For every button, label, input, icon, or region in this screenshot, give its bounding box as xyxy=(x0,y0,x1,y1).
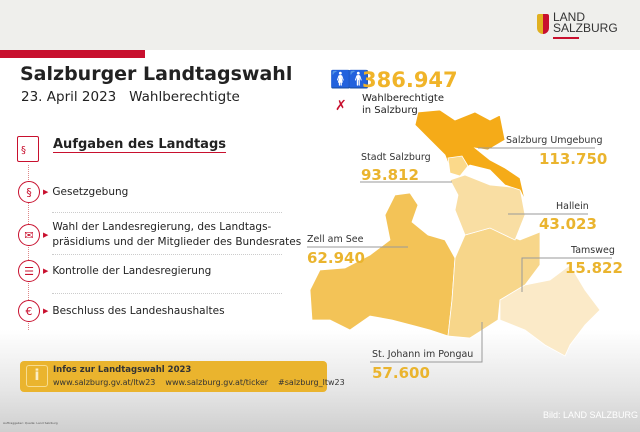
coat-of-arms-icon xyxy=(537,14,549,34)
arrow-icon: ▶ xyxy=(43,267,49,275)
land-salzburg-logo: LAND SALZBURG xyxy=(537,10,618,39)
task-label: Gesetzgebung xyxy=(52,186,129,198)
total-label-line1: Wahlberechtigte xyxy=(362,93,444,104)
label-zell-am-see: Zell am See xyxy=(307,234,364,245)
leader-line xyxy=(521,257,612,292)
total-voters: 386.947 xyxy=(362,68,458,92)
arrow-icon: ▶ xyxy=(43,307,49,315)
task-item: § ▶ Gesetzgebung xyxy=(18,181,128,203)
value-zell-am-see: 62.940 xyxy=(307,249,365,267)
value-st-johann: 57.600 xyxy=(372,364,430,382)
total-label-line2: in Salzburg xyxy=(362,105,418,116)
paragraph-icon: § xyxy=(18,181,40,203)
euro-icon: € xyxy=(18,300,40,322)
header-bar xyxy=(0,0,640,50)
arrow-icon: ▶ xyxy=(43,188,49,196)
label-hallein: Hallein xyxy=(556,201,589,212)
task-label: Kontrolle der Landesregierung xyxy=(52,265,212,277)
arrow-icon: ▶ xyxy=(43,231,49,239)
task-item: ☰ ▶ Kontrolle der Landesregierung xyxy=(18,260,211,282)
value-tamsweg: 15.822 xyxy=(565,259,623,277)
divider xyxy=(52,293,282,294)
label-stadt-salzburg: Stadt Salzburg xyxy=(361,152,431,163)
timeline-line xyxy=(28,165,29,330)
source-note: Auftraggeber: Quelle: Land Salzburg xyxy=(3,421,58,425)
info-box: i Infos zur Landtagswahl 2023 www.salzbu… xyxy=(20,361,345,392)
district-stadt-salzburg[interactable] xyxy=(447,155,469,177)
red-accent-bar xyxy=(0,50,145,58)
ballot-box-icon: ✉ xyxy=(18,224,40,246)
page-title: Salzburger Landtagswahl xyxy=(20,63,293,85)
label-salzburg-umgebung: Salzburg Umgebung xyxy=(506,135,603,146)
link-ticker[interactable]: www.salzburg.gv.at/ticker xyxy=(165,378,269,387)
value-hallein: 43.023 xyxy=(539,215,597,233)
ballot-cross-icon: ✗ xyxy=(335,98,347,114)
logo-line2: SALZBURG xyxy=(553,21,618,35)
divider xyxy=(52,212,282,213)
task-label: Wahl der Landesregierung, des Landtags- xyxy=(52,221,272,233)
info-icon: i xyxy=(26,365,48,387)
task-label-line2: präsidiums und der Mitglieder des Bundes… xyxy=(52,236,302,248)
leader-line xyxy=(370,322,483,363)
task-item: ✉ ▶ Wahl der Landesregierung, des Landtags… xyxy=(18,220,301,250)
value-stadt-salzburg: 93.812 xyxy=(361,166,419,184)
district-salzburg-umgebung[interactable] xyxy=(414,109,526,201)
logo-line1: LAND xyxy=(553,10,586,24)
people-icon: 🚺🚹 xyxy=(330,70,369,90)
district-zell-am-see[interactable] xyxy=(309,192,456,337)
label-st-johann: St. Johann im Pongau xyxy=(372,349,474,360)
tasks-heading: Aufgaben des Landtags xyxy=(53,137,226,153)
district-tamsweg[interactable] xyxy=(499,264,601,357)
divider xyxy=(52,254,282,255)
district-hallein[interactable] xyxy=(449,174,526,241)
task-item: € ▶ Beschluss des Landeshaushaltes xyxy=(18,300,225,322)
link-ltw23[interactable]: www.salzburg.gv.at/ltw23 xyxy=(53,378,156,387)
document-icon: § xyxy=(17,136,39,162)
image-credit: Bild: LAND SALZBURG xyxy=(543,410,639,420)
page-subtitle: 23. April 2023 Wahlberechtigte xyxy=(21,89,240,105)
hashtag: #salzburg_ltw23 xyxy=(278,378,345,387)
info-title: Infos zur Landtagswahl 2023 xyxy=(53,365,192,375)
list-icon: ☰ xyxy=(18,260,40,282)
total-label: Wahlberechtigte in Salzburg xyxy=(362,93,444,117)
label-tamsweg: Tamsweg xyxy=(571,245,615,256)
logo-underline xyxy=(553,37,579,39)
value-salzburg-umgebung: 113.750 xyxy=(539,150,608,168)
task-label: Beschluss des Landeshaushaltes xyxy=(52,305,225,317)
